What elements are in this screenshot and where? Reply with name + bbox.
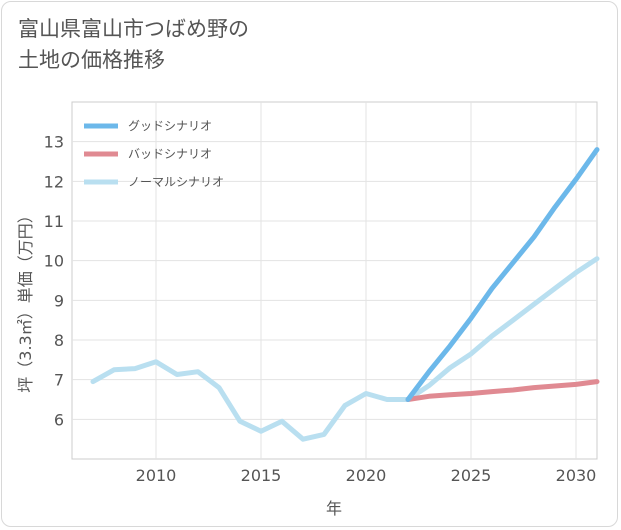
y-tick-label: 10 [44,252,64,271]
tick-labels: 2010 2015 2020 2025 2030 6 7 8 9 10 11 12 13 [44,133,597,485]
x-tick-label: 2015 [241,466,282,485]
series-line-0 [405,147,600,402]
legend-label-0: グッドシナリオ [128,119,212,133]
x-tick-label: 2020 [346,466,387,485]
y-tick-label: 6 [54,410,64,429]
plot-area [71,101,598,460]
series-line-1 [405,379,600,402]
series-layer [90,147,600,442]
legend-label-1: バッドシナリオ [128,147,212,161]
series-line-2 [90,256,600,442]
y-tick-label: 9 [54,291,64,310]
title-line-1: 富山県富山市つばめ野の [18,17,249,41]
legend-label-2: ノーマルシナリオ [128,175,224,189]
x-tick-label: 2010 [136,466,177,485]
y-tick-label: 7 [54,371,64,390]
x-axis-label: 年 [326,499,342,518]
title-line-2: 土地の価格推移 [18,48,165,72]
y-tick-label: 8 [54,331,64,350]
y-tick-label: 13 [44,133,64,152]
x-tick-label: 2030 [556,466,597,485]
chart-title: 富山県富山市つばめ野の 土地の価格推移 [18,14,249,76]
y-axis-label: 坪（3.3㎡）単価（万円） [16,207,35,392]
x-tick-label: 2025 [451,466,492,485]
y-tick-label: 12 [44,172,64,191]
y-tick-label: 11 [44,212,64,231]
